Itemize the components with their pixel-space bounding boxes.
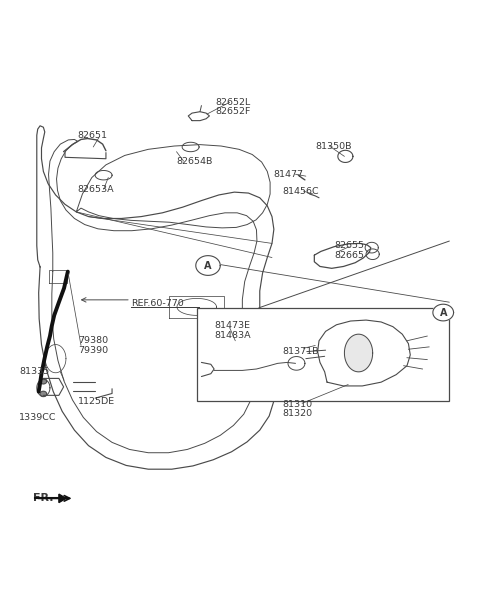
Text: REF.60-770: REF.60-770	[131, 299, 184, 308]
Text: 1339CC: 1339CC	[19, 413, 57, 422]
Text: FR.: FR.	[33, 493, 54, 503]
Polygon shape	[196, 256, 220, 275]
Text: 81350B: 81350B	[315, 142, 352, 152]
Text: 82654B: 82654B	[177, 156, 213, 165]
Text: A: A	[440, 308, 447, 318]
Text: 1125DE: 1125DE	[78, 397, 115, 406]
Text: 82653A: 82653A	[78, 185, 114, 194]
Text: 79380
79390: 79380 79390	[78, 336, 108, 355]
Text: 82651: 82651	[78, 131, 108, 140]
Bar	[197, 308, 449, 401]
Text: 81473E
81483A: 81473E 81483A	[214, 321, 251, 340]
Text: 81371B: 81371B	[282, 347, 319, 356]
Text: 81310
81320: 81310 81320	[282, 400, 312, 418]
Text: 81335: 81335	[19, 367, 49, 376]
Polygon shape	[433, 304, 454, 321]
Text: A: A	[204, 261, 212, 271]
Polygon shape	[345, 334, 372, 372]
Polygon shape	[59, 494, 66, 503]
Text: 82652L
82652F: 82652L 82652F	[215, 98, 251, 116]
Polygon shape	[40, 378, 47, 384]
Text: 81456C: 81456C	[282, 187, 319, 196]
Text: 82655
82665: 82655 82665	[334, 241, 364, 260]
Polygon shape	[40, 392, 47, 396]
Text: 81477: 81477	[273, 170, 303, 178]
